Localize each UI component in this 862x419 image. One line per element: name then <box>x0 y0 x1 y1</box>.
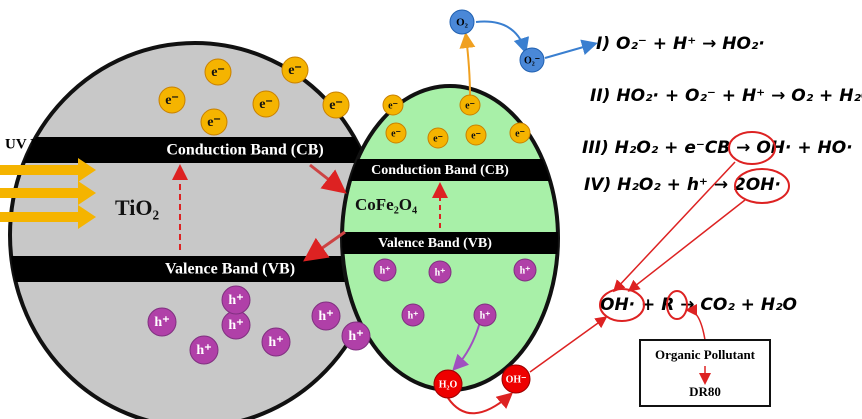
electron <box>382 94 404 116</box>
electron <box>459 94 481 116</box>
pollutant-title: Organic Pollutant <box>655 347 756 362</box>
o2-bubble <box>449 9 475 35</box>
electron <box>200 108 228 136</box>
h2o-oxidation-arrow <box>447 392 514 415</box>
hole <box>473 303 497 327</box>
hole-label: h⁺ <box>380 265 391 276</box>
uv-arrows <box>0 158 96 229</box>
electron <box>158 86 186 114</box>
electron <box>509 122 531 144</box>
hole-label: h⁺ <box>228 293 243 308</box>
h2o-arrow <box>452 321 481 371</box>
hole <box>401 303 425 327</box>
electron-label: e⁻ <box>388 100 398 111</box>
hole-label: h⁺ <box>480 310 491 321</box>
hole <box>147 307 177 337</box>
hole-transfer <box>303 230 346 262</box>
equation: III) H₂O₂ + e⁻CB → OH· + HO· <box>582 138 853 158</box>
hole-label: h⁺ <box>348 329 363 344</box>
h2o-label: H₂O <box>439 379 458 390</box>
hole-label: h⁺ <box>520 265 531 276</box>
electron <box>465 124 487 146</box>
hole <box>428 260 452 284</box>
oh-link <box>529 316 608 373</box>
electron-label: e⁻ <box>165 93 179 108</box>
electron <box>252 90 280 118</box>
electron-label: e⁻ <box>391 128 401 139</box>
oh-link <box>612 161 736 293</box>
electron <box>204 58 232 86</box>
oh-circle <box>728 131 776 165</box>
hole-label: h⁺ <box>154 315 169 330</box>
electron-transfer <box>309 163 347 194</box>
hole-label: h⁺ <box>318 309 333 324</box>
electron-label: e⁻ <box>288 63 302 78</box>
cofe2o4-label: CoFe₂O₄ <box>355 195 417 214</box>
tio2-cb-bar <box>10 137 380 163</box>
o2-radical-bubble <box>519 47 545 73</box>
hole <box>341 321 371 351</box>
tio2-vb-label: Valence Band (VB) <box>165 261 295 278</box>
o2-to-eq-arrow <box>544 39 598 59</box>
hole <box>311 301 341 331</box>
o2-label: O₂ <box>456 17 469 29</box>
electron-label: e⁻ <box>433 133 443 144</box>
electron <box>427 127 449 149</box>
tio2-label: TiO₂ <box>115 195 160 220</box>
particles: e⁻ e⁻ e⁻ e⁻ e⁻ e⁻ e⁻ e⁻ e⁻ e⁻ e⁻ e⁻ h⁺ h⁺ h⁺ h⁺ h⁺ h⁺ h⁺ h⁺… <box>147 56 537 365</box>
electron-label: e⁻ <box>471 130 481 141</box>
electron <box>281 56 309 84</box>
electron-label: e⁻ <box>259 97 273 112</box>
hole-label: h⁺ <box>408 310 419 321</box>
equation: II) HO₂· + O₂⁻ + H⁺ → O₂ + H₂O₂ <box>590 86 862 106</box>
electron-label: e⁻ <box>465 100 475 111</box>
equation: I) O₂⁻ + H⁺ → HO₂· <box>596 34 765 54</box>
o2-arrow <box>459 32 476 96</box>
o2-radical-label: O₂⁻ <box>524 55 540 66</box>
hole-label: h⁺ <box>196 343 211 358</box>
hole-label: h⁺ <box>268 335 283 350</box>
cofe-vb-label: Valence Band (VB) <box>378 236 492 251</box>
pollutant-name: DR80 <box>689 384 721 399</box>
h2o-bubble <box>433 369 463 399</box>
electron <box>322 91 350 119</box>
uv-light-label: UV Light <box>5 136 65 152</box>
cofe-cb-bar <box>342 159 558 181</box>
o2-reduction-arrow <box>475 20 530 54</box>
tio2-cb-label: Conduction Band (CB) <box>166 142 323 159</box>
degradation-equation: OH· + R → CO₂ + H₂O <box>600 295 797 315</box>
hole <box>373 258 397 282</box>
cofe-vb-bar <box>342 232 558 254</box>
hole <box>189 335 219 365</box>
electron-label: e⁻ <box>329 98 343 113</box>
hole-label: h⁺ <box>435 267 446 278</box>
electron-label: e⁻ <box>207 115 221 130</box>
oh-circle <box>734 168 790 204</box>
hole <box>261 327 291 357</box>
cofe-cb-label: Conduction Band (CB) <box>371 163 509 178</box>
electron-label: e⁻ <box>211 65 225 80</box>
oh-minus-bubble <box>501 364 531 394</box>
oh-link <box>627 199 746 292</box>
equation: IV) H₂O₂ + h⁺ → 2OH· <box>584 175 781 195</box>
hole <box>221 285 251 315</box>
r-link <box>685 304 706 341</box>
oh-minus-label: OH⁻ <box>506 374 527 385</box>
hole <box>513 258 537 282</box>
hole-label: h⁺ <box>228 318 243 333</box>
electron <box>385 122 407 144</box>
electron-label: e⁻ <box>515 128 525 139</box>
